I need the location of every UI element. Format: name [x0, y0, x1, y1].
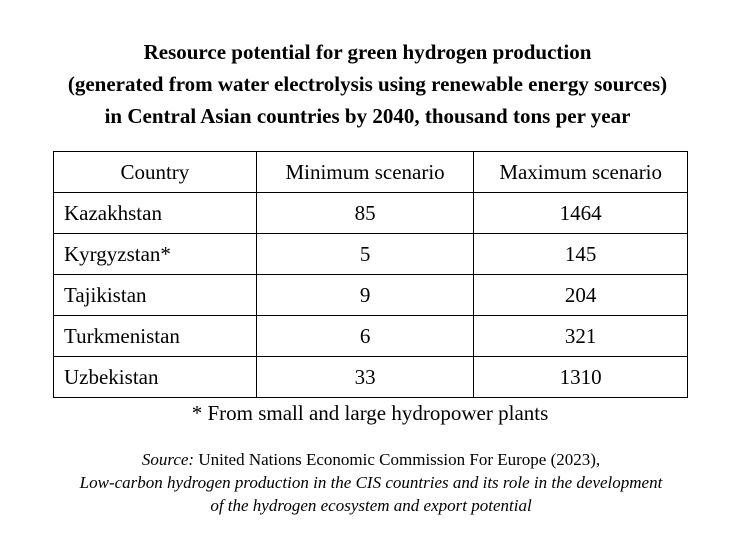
footnote: * From small and large hydropower plants — [191, 401, 549, 425]
source-label: Source: — [141, 450, 195, 469]
document-title: Resource potential for green hydrogen pr… — [0, 36, 735, 132]
column-header-maximum: Maximum scenario — [473, 151, 688, 193]
column-header-country: Country — [53, 151, 257, 193]
source-line-3: of the hydrogen ecosystem and export pot… — [210, 496, 532, 515]
source-line-2: Low-carbon hydrogen production in the CI… — [79, 473, 663, 492]
table-row: Kazakhstan 85 1464 — [53, 192, 688, 234]
maximum-cell: 1464 — [473, 192, 688, 234]
source-organization: United Nations Economic Commission For E… — [194, 450, 601, 469]
country-cell: Tajikistan — [53, 274, 257, 316]
source-line-1: Source: United Nations Economic Commissi… — [0, 448, 735, 471]
table-row: Turkmenistan 6 321 — [53, 315, 688, 357]
table-row: Tajikistan 9 204 — [53, 274, 688, 316]
country-cell: Kyrgyzstan* — [53, 233, 257, 275]
minimum-cell: 9 — [255, 274, 475, 316]
table-row: Uzbekistan 33 1310 — [53, 356, 688, 398]
country-cell: Turkmenistan — [53, 315, 257, 357]
maximum-cell: 1310 — [473, 356, 688, 398]
hydrogen-potential-table: Country Minimum scenario Maximum scenari… — [53, 151, 688, 398]
maximum-cell: 321 — [473, 315, 688, 357]
title-line-3: in Central Asian countries by 2040, thou… — [104, 104, 631, 128]
country-cell: Kazakhstan — [53, 192, 257, 234]
country-cell: Uzbekistan — [53, 356, 257, 398]
table-row: Kyrgyzstan* 5 145 — [53, 233, 688, 275]
title-line-2: (generated from water electrolysis using… — [67, 72, 668, 96]
minimum-cell: 5 — [255, 233, 475, 275]
maximum-cell: 204 — [473, 274, 688, 316]
minimum-cell: 6 — [255, 315, 475, 357]
minimum-cell: 33 — [255, 356, 475, 398]
title-line-1: Resource potential for green hydrogen pr… — [143, 40, 592, 64]
table-header-row: Country Minimum scenario Maximum scenari… — [53, 151, 688, 193]
column-header-minimum: Minimum scenario — [255, 151, 475, 193]
source-citation: Source: United Nations Economic Commissi… — [0, 448, 735, 517]
minimum-cell: 85 — [255, 192, 475, 234]
maximum-cell: 145 — [473, 233, 688, 275]
